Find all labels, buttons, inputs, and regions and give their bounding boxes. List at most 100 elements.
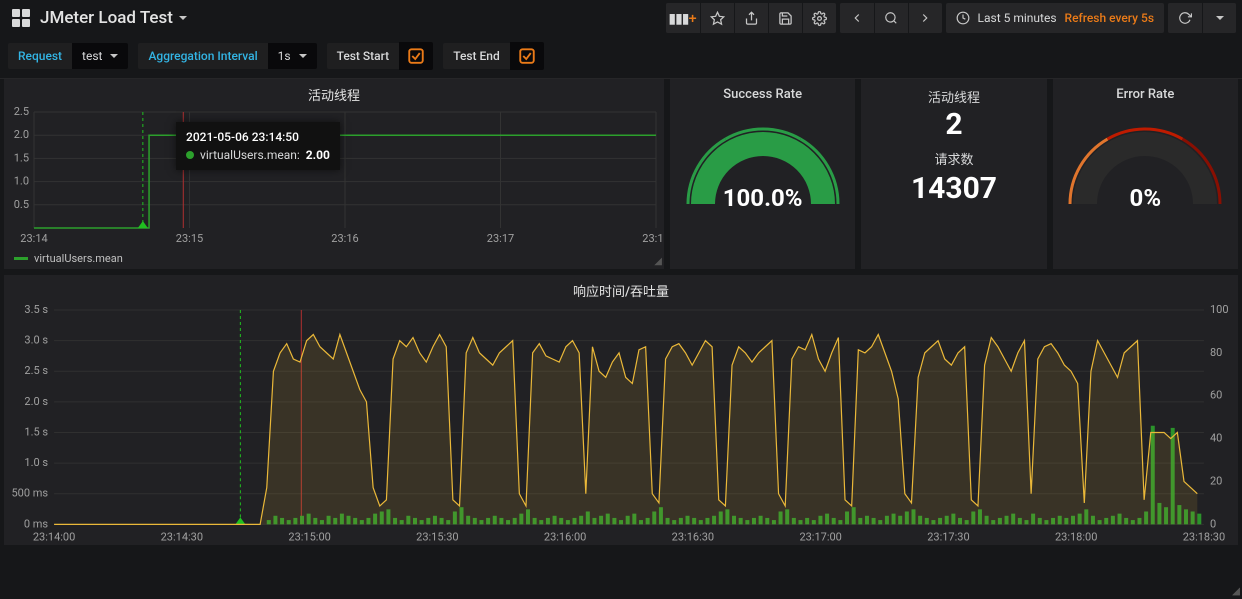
active-threads-stat-value: 2 [945, 108, 962, 141]
request-count-value: 14307 [911, 172, 997, 205]
svg-text:23:16:30: 23:16:30 [672, 530, 714, 543]
success-rate-panel[interactable]: Success Rate 100.0% ◢ [670, 79, 855, 269]
settings-button[interactable] [802, 3, 836, 33]
var-aggregation-value-text: 1s [278, 49, 291, 63]
svg-text:2.5: 2.5 [14, 106, 29, 118]
panel-grid: 活动线程 0.51.01.52.02.523:1423:1523:1623:17… [0, 79, 1242, 545]
checkbox-checked-icon [518, 47, 536, 65]
svg-text:2.0 s: 2.0 s [24, 395, 48, 408]
svg-text:3.0 s: 3.0 s [24, 334, 48, 347]
time-picker[interactable]: Last 5 minutes Refresh every 5s [946, 3, 1164, 33]
navbar: JMeter Load Test ▮▮▮+ [0, 0, 1242, 36]
refresh-button[interactable] [1168, 3, 1202, 33]
dashboard-title-caret-icon [179, 16, 187, 24]
response-chart-svg: 0 ms500 ms1.0 s1.5 s2.0 s2.5 s3.0 s3.5 s… [4, 302, 1238, 546]
error-rate-title: Error Rate [1116, 79, 1174, 104]
svg-text:100: 100 [1210, 303, 1229, 316]
annotation-end-label: Test End [443, 43, 510, 69]
annotation-test-start: Test Start [327, 42, 434, 70]
svg-text:23:15:00: 23:15:00 [288, 530, 330, 543]
svg-text:23:16: 23:16 [331, 232, 358, 245]
svg-text:23:15: 23:15 [176, 232, 203, 245]
request-count-title: 请求数 [934, 149, 973, 168]
response-throughput-panel[interactable]: 响应时间/吞吐量 0 ms500 ms1.0 s1.5 s2.0 s2.5 s3… [4, 275, 1238, 545]
chart-tooltip: 2021-05-06 23:14:50 virtualUsers.mean: 2… [176, 122, 340, 170]
star-icon [710, 11, 725, 26]
thread-chart-legend: virtualUsers.mean [4, 248, 664, 271]
zoom-out-button[interactable] [874, 3, 908, 33]
caret-down-icon [299, 54, 307, 62]
svg-text:0: 0 [1210, 517, 1216, 530]
caret-down-icon [1216, 16, 1224, 24]
zoom-icon [884, 11, 898, 25]
dashboard-title[interactable]: JMeter Load Test [40, 8, 187, 28]
add-panel-button[interactable]: ▮▮▮+ [666, 3, 700, 33]
resize-handle-icon: ◢ [1232, 586, 1240, 597]
svg-text:23:17:30: 23:17:30 [927, 530, 969, 543]
chevron-right-icon [918, 11, 932, 25]
clock-icon [956, 11, 970, 25]
svg-text:23:16:00: 23:16:00 [544, 530, 586, 543]
stats-row: Success Rate 100.0% ◢ 活动线程 2 请求数 14307 ◢… [670, 79, 1238, 269]
svg-text:60: 60 [1210, 389, 1222, 402]
variable-row: Request test Aggregation Interval 1s Tes… [0, 36, 1242, 79]
var-request-value-text: test [82, 49, 102, 63]
active-threads-stat-title: 活动线程 [928, 79, 980, 108]
active-threads-title: 活动线程 [4, 79, 664, 106]
save-icon [778, 11, 793, 26]
var-aggregation: Aggregation Interval 1s [138, 43, 316, 69]
svg-text:23:18: 23:18 [642, 232, 664, 245]
refresh-icon [1178, 11, 1192, 25]
svg-text:500 ms: 500 ms [11, 487, 48, 500]
dashboard-title-text: JMeter Load Test [40, 8, 173, 28]
svg-text:40: 40 [1210, 432, 1222, 445]
svg-text:2.0: 2.0 [14, 128, 29, 141]
caret-down-icon [110, 54, 118, 62]
var-aggregation-value[interactable]: 1s [268, 43, 317, 69]
svg-text:20: 20 [1210, 474, 1222, 487]
plus-icon: + [689, 10, 697, 26]
threads-requests-panel[interactable]: 活动线程 2 请求数 14307 ◢ [861, 79, 1046, 269]
svg-text:23:14:30: 23:14:30 [161, 530, 203, 543]
var-request-value[interactable]: test [72, 43, 128, 69]
annotation-start-label: Test Start [327, 43, 400, 69]
svg-text:1.5: 1.5 [14, 151, 29, 164]
var-request-label: Request [8, 43, 72, 69]
bar-chart-icon: ▮▮▮ [668, 10, 688, 27]
tooltip-color-dot [186, 151, 194, 159]
svg-text:80: 80 [1210, 346, 1222, 359]
svg-text:0 ms: 0 ms [24, 517, 49, 530]
resize-handle-icon: ◢ [1232, 586, 1240, 597]
error-rate-panel[interactable]: Error Rate 0% ◢ [1053, 79, 1238, 269]
tooltip-time: 2021-05-06 23:14:50 [186, 130, 330, 144]
annotation-start-toggle[interactable] [399, 42, 433, 70]
share-button[interactable] [734, 3, 768, 33]
tooltip-value: 2.00 [306, 148, 330, 162]
tooltip-series: virtualUsers.mean: [200, 148, 300, 162]
svg-text:23:17: 23:17 [487, 232, 514, 245]
time-forward-button[interactable] [908, 3, 942, 33]
svg-text:1.0 s: 1.0 s [24, 456, 48, 469]
refresh-interval-label: Refresh every 5s [1065, 11, 1154, 25]
annotation-end-toggle[interactable] [510, 42, 544, 70]
legend-series-name: virtualUsers.mean [34, 252, 123, 265]
active-threads-panel[interactable]: 活动线程 0.51.01.52.02.523:1423:1523:1623:17… [4, 79, 664, 269]
var-aggregation-label: Aggregation Interval [138, 43, 267, 69]
svg-text:23:18:30: 23:18:30 [1183, 530, 1225, 543]
time-range-label: Last 5 minutes [978, 11, 1057, 25]
refresh-menu-button[interactable] [1202, 3, 1236, 33]
var-request: Request test [8, 43, 128, 69]
annotation-test-end: Test End [443, 42, 544, 70]
save-button[interactable] [768, 3, 802, 33]
svg-text:23:18:00: 23:18:00 [1055, 530, 1097, 543]
dashboard-grid-icon[interactable] [12, 9, 30, 27]
checkbox-checked-icon [407, 47, 425, 65]
chevron-left-icon [850, 11, 864, 25]
svg-text:3.5 s: 3.5 s [24, 303, 48, 316]
success-rate-value: 100.0% [683, 184, 843, 212]
star-button[interactable] [700, 3, 734, 33]
svg-text:2.5 s: 2.5 s [24, 364, 48, 377]
response-throughput-title: 响应时间/吞吐量 [4, 275, 1238, 302]
share-icon [744, 11, 759, 26]
time-back-button[interactable] [840, 3, 874, 33]
